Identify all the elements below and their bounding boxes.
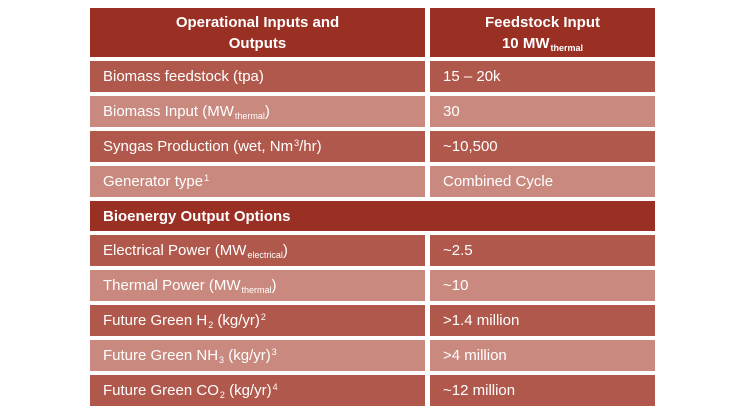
row-label: Thermal Power (MWthermal) bbox=[90, 270, 425, 301]
row-value: >4 million bbox=[430, 340, 655, 371]
row-label: Future Green NH3 (kg/yr)3 bbox=[90, 340, 425, 371]
table-row-biomass-input: Biomass Input (MWthermal) 30 bbox=[90, 96, 655, 127]
table-row-thermal-power: Thermal Power (MWthermal) ~10 bbox=[90, 270, 655, 301]
row-label: Future Green H2 (kg/yr)2 bbox=[90, 305, 425, 336]
table-row-future-green-co2: Future Green CO2 (kg/yr)4 ~12 million bbox=[90, 375, 655, 406]
header-cell-operational-inputs-outputs: Operational Inputs and Outputs bbox=[90, 8, 425, 57]
table-row-electrical-power: Electrical Power (MWelectrical) ~2.5 bbox=[90, 235, 655, 266]
row-label: Generator type1 bbox=[90, 166, 425, 197]
section-header-bioenergy-output-options: Bioenergy Output Options bbox=[90, 201, 655, 231]
row-label: Electrical Power (MWelectrical) bbox=[90, 235, 425, 266]
row-value: ~10 bbox=[430, 270, 655, 301]
table-row-biomass-feedstock: Biomass feedstock (tpa) 15 – 20k bbox=[90, 61, 655, 92]
table-row-future-green-h2: Future Green H2 (kg/yr)2 >1.4 million bbox=[90, 305, 655, 336]
row-value: 30 bbox=[430, 96, 655, 127]
row-value: ~10,500 bbox=[430, 131, 655, 162]
header-cell-feedstock-input: Feedstock Input 10 MWthermal bbox=[430, 8, 655, 57]
table-row-syngas-production: Syngas Production (wet, Nm3/hr) ~10,500 bbox=[90, 131, 655, 162]
row-value: >1.4 million bbox=[430, 305, 655, 336]
row-value: 15 – 20k bbox=[430, 61, 655, 92]
table-row-future-green-nh3: Future Green NH3 (kg/yr)3 >4 million bbox=[90, 340, 655, 371]
table-row-generator-type: Generator type1 Combined Cycle bbox=[90, 166, 655, 197]
row-value: ~2.5 bbox=[430, 235, 655, 266]
operational-data-table: Operational Inputs and Outputs Feedstock … bbox=[90, 8, 655, 410]
row-value: ~12 million bbox=[430, 375, 655, 406]
row-label: Biomass Input (MWthermal) bbox=[90, 96, 425, 127]
row-label: Syngas Production (wet, Nm3/hr) bbox=[90, 131, 425, 162]
row-value: Combined Cycle bbox=[430, 166, 655, 197]
row-label: Future Green CO2 (kg/yr)4 bbox=[90, 375, 425, 406]
row-label: Biomass feedstock (tpa) bbox=[90, 61, 425, 92]
table-header-row: Operational Inputs and Outputs Feedstock … bbox=[90, 8, 655, 57]
